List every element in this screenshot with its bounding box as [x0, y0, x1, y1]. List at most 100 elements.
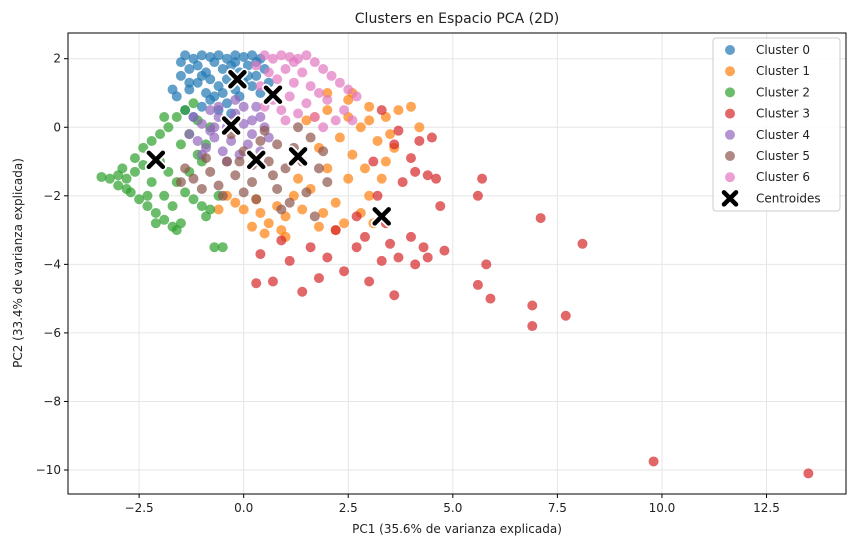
y-tick-label: 0: [53, 120, 61, 134]
data-point: [104, 173, 115, 184]
data-point: [272, 74, 283, 85]
data-point: [209, 57, 220, 68]
data-point: [272, 183, 283, 194]
data-point: [230, 197, 241, 208]
data-point: [343, 94, 354, 105]
data-point: [297, 286, 308, 297]
data-point: [397, 177, 408, 188]
data-point: [209, 91, 220, 102]
data-point: [272, 139, 283, 150]
centroid-cross: [146, 150, 166, 170]
data-point: [481, 259, 492, 270]
data-point: [267, 276, 278, 287]
data-point: [192, 60, 203, 71]
data-point: [322, 177, 333, 188]
centroid-marker: [261, 83, 284, 106]
data-point: [389, 139, 400, 150]
data-point: [175, 139, 186, 150]
data-point: [330, 225, 341, 236]
data-point: [180, 187, 191, 198]
data-point: [339, 218, 350, 229]
data-point: [230, 50, 241, 61]
data-point: [376, 173, 387, 184]
y-tick-label: −4: [43, 257, 61, 271]
data-point: [217, 87, 228, 98]
data-point: [322, 94, 333, 105]
data-point: [238, 187, 249, 198]
data-point: [213, 204, 224, 215]
data-point: [322, 163, 333, 174]
data-point: [288, 77, 299, 88]
centroid-cross: [372, 207, 391, 226]
data-point: [372, 190, 383, 201]
data-point: [150, 207, 161, 218]
x-axis: −2.5 0.0 2.5 5.0 7.5 10.0 12.5: [125, 494, 780, 515]
data-point: [242, 60, 253, 71]
legend-entry: Cluster 1: [725, 64, 810, 78]
centroid-marker: [144, 148, 167, 171]
data-point: [238, 204, 249, 215]
data-point: [284, 197, 295, 208]
data-point: [226, 135, 237, 146]
data-point: [439, 245, 450, 256]
y-tick-label: −2: [43, 189, 61, 203]
legend-entry: Centroides: [720, 188, 821, 209]
data-point: [418, 242, 429, 253]
data-point: [255, 249, 266, 260]
data-point: [393, 125, 404, 136]
data-point: [322, 87, 333, 98]
data-point: [343, 173, 354, 184]
data-point: [129, 153, 140, 164]
data-point: [431, 173, 442, 184]
data-point: [196, 50, 207, 61]
data-point: [359, 231, 370, 242]
data-point: [318, 146, 329, 157]
data-point: [410, 259, 421, 270]
data-point: [251, 101, 262, 112]
data-point: [121, 173, 132, 184]
data-point: [142, 201, 153, 212]
data-point: [347, 115, 358, 126]
data-point: [255, 111, 266, 122]
data-point: [129, 166, 140, 177]
data-point: [339, 266, 350, 277]
data-point: [560, 310, 571, 321]
chart-title: Clusters en Espacio PCA (2D): [355, 11, 559, 27]
data-point: [209, 132, 220, 143]
data-point: [217, 63, 228, 74]
data-point: [527, 321, 538, 332]
data-point: [472, 279, 483, 290]
data-point: [196, 183, 207, 194]
data-point: [259, 228, 270, 239]
data-point: [364, 101, 375, 112]
data-point: [288, 57, 299, 68]
data-point: [213, 101, 224, 112]
data-point: [276, 105, 287, 116]
data-point: [280, 115, 291, 126]
data-point: [326, 70, 337, 81]
data-point: [276, 50, 287, 61]
data-point: [535, 213, 546, 224]
data-point: [180, 163, 191, 174]
centroid-cross: [221, 116, 241, 135]
data-point: [351, 211, 362, 222]
x-tick-label: 0.0: [234, 501, 253, 515]
legend-label: Cluster 1: [756, 64, 810, 78]
legend-box: [712, 37, 841, 212]
data-point: [385, 129, 396, 140]
data-point: [318, 122, 329, 133]
data-point: [259, 125, 270, 136]
data-point: [117, 163, 128, 174]
legend-swatch: [725, 66, 735, 77]
data-point: [334, 77, 345, 88]
data-point: [318, 207, 329, 218]
data-point: [803, 468, 814, 479]
data-point: [355, 122, 366, 133]
data-point: [343, 84, 354, 95]
data-point: [301, 187, 312, 198]
data-point: [188, 173, 199, 184]
data-point: [477, 173, 488, 184]
data-point: [485, 293, 496, 304]
data-point: [414, 135, 425, 146]
legend-entry: Cluster 2: [725, 85, 810, 99]
